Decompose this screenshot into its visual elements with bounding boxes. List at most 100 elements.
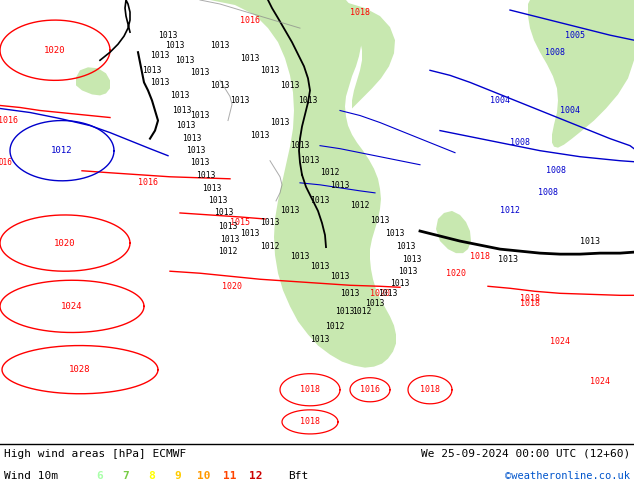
Text: 10: 10 <box>197 471 210 481</box>
Text: 1012: 1012 <box>500 206 520 216</box>
Text: 1013: 1013 <box>240 54 260 63</box>
Text: 1013: 1013 <box>202 184 222 194</box>
Text: 8: 8 <box>148 471 155 481</box>
Text: 1013: 1013 <box>210 41 230 49</box>
Text: 1013: 1013 <box>298 96 318 105</box>
Text: 1012: 1012 <box>260 242 280 250</box>
Text: 1013: 1013 <box>340 289 359 298</box>
Text: 1013: 1013 <box>165 41 184 49</box>
Text: 1013: 1013 <box>171 91 190 100</box>
Text: 1005: 1005 <box>565 31 585 40</box>
Text: 1013: 1013 <box>280 206 300 216</box>
Text: 1013: 1013 <box>175 56 195 65</box>
Text: 1018: 1018 <box>300 417 320 426</box>
Text: 1013: 1013 <box>370 217 390 225</box>
Text: 1013: 1013 <box>310 196 330 205</box>
Text: 1012: 1012 <box>353 307 372 316</box>
Text: 1013: 1013 <box>150 78 170 87</box>
Text: 1013: 1013 <box>290 141 310 150</box>
Text: 1012: 1012 <box>320 168 340 177</box>
Text: 1008: 1008 <box>510 138 530 147</box>
Text: 1013: 1013 <box>186 146 206 155</box>
Text: Bft: Bft <box>288 471 308 481</box>
Text: 1024: 1024 <box>61 302 83 311</box>
Text: 1024: 1024 <box>550 337 570 346</box>
Text: 1013: 1013 <box>391 279 410 288</box>
Text: 12: 12 <box>249 471 262 481</box>
Polygon shape <box>76 67 110 96</box>
Polygon shape <box>182 0 396 368</box>
Text: Wind 10m: Wind 10m <box>4 471 58 481</box>
Polygon shape <box>548 0 634 50</box>
Text: 1016: 1016 <box>240 16 260 24</box>
Text: 1020: 1020 <box>446 269 466 278</box>
Text: 1012: 1012 <box>51 146 73 155</box>
Text: 1018: 1018 <box>520 294 540 303</box>
Text: 1016: 1016 <box>360 385 380 394</box>
Text: 1013: 1013 <box>158 31 178 40</box>
Text: 1013: 1013 <box>580 237 600 245</box>
Text: 1018: 1018 <box>300 385 320 394</box>
Text: 1028: 1028 <box>69 365 91 374</box>
Text: 1013: 1013 <box>214 208 234 218</box>
Text: 1012: 1012 <box>218 246 238 256</box>
Text: 1013: 1013 <box>208 196 228 205</box>
Text: 1015: 1015 <box>230 219 250 227</box>
Text: 1018: 1018 <box>470 252 490 261</box>
Text: 1013: 1013 <box>290 252 310 261</box>
Text: 1008: 1008 <box>538 188 558 197</box>
Text: 1013: 1013 <box>365 299 385 308</box>
Polygon shape <box>320 0 395 108</box>
Text: High wind areas [hPa] ECMWF: High wind areas [hPa] ECMWF <box>4 449 186 459</box>
Text: 1013: 1013 <box>182 134 202 143</box>
Text: 1020: 1020 <box>55 239 75 247</box>
Text: 1013: 1013 <box>260 219 280 227</box>
Text: 1020: 1020 <box>370 289 390 298</box>
Text: 1013: 1013 <box>260 66 280 75</box>
Text: 1013: 1013 <box>210 81 230 90</box>
Text: 1013: 1013 <box>310 335 330 344</box>
Text: 1016: 1016 <box>138 178 158 187</box>
Text: 1013: 1013 <box>398 267 418 276</box>
Text: 1013: 1013 <box>310 262 330 270</box>
Text: 1013: 1013 <box>220 235 240 244</box>
Text: 1013: 1013 <box>301 156 320 165</box>
Text: 1013: 1013 <box>176 121 196 130</box>
Text: 1012: 1012 <box>350 201 370 210</box>
Text: 1013: 1013 <box>230 96 250 105</box>
Text: 11: 11 <box>223 471 236 481</box>
Text: 6: 6 <box>96 471 103 481</box>
Text: 9: 9 <box>174 471 181 481</box>
Text: 1008: 1008 <box>545 48 565 57</box>
Text: ©weatheronline.co.uk: ©weatheronline.co.uk <box>505 471 630 481</box>
Text: 1004: 1004 <box>490 96 510 105</box>
Text: 1013: 1013 <box>330 272 350 281</box>
Text: 1013: 1013 <box>280 81 300 90</box>
Text: 1008: 1008 <box>546 166 566 175</box>
Polygon shape <box>436 211 471 253</box>
Text: 7: 7 <box>122 471 129 481</box>
Text: 1013: 1013 <box>142 66 162 75</box>
Text: 1020: 1020 <box>222 282 242 291</box>
Text: 1013: 1013 <box>218 221 238 230</box>
Text: 1013: 1013 <box>240 228 260 238</box>
Text: 1004: 1004 <box>560 106 580 115</box>
Polygon shape <box>528 0 634 147</box>
Text: 1013: 1013 <box>250 131 269 140</box>
Text: 1018: 1018 <box>420 385 440 394</box>
Text: 1020: 1020 <box>44 46 66 55</box>
Text: 1013: 1013 <box>498 255 518 264</box>
Text: 1013: 1013 <box>402 255 422 264</box>
Text: 1013: 1013 <box>190 68 210 77</box>
Text: 1013: 1013 <box>385 228 404 238</box>
Text: 1013: 1013 <box>396 242 416 250</box>
Text: 1024: 1024 <box>590 377 610 386</box>
Text: 1013: 1013 <box>378 289 398 298</box>
Text: 1013: 1013 <box>330 181 350 190</box>
Text: D16: D16 <box>0 158 12 167</box>
Text: 1012: 1012 <box>325 322 345 331</box>
Text: 1016: 1016 <box>0 116 18 125</box>
Text: 1018: 1018 <box>350 7 370 17</box>
Text: 1013: 1013 <box>190 158 210 167</box>
Text: 1013: 1013 <box>190 111 210 120</box>
